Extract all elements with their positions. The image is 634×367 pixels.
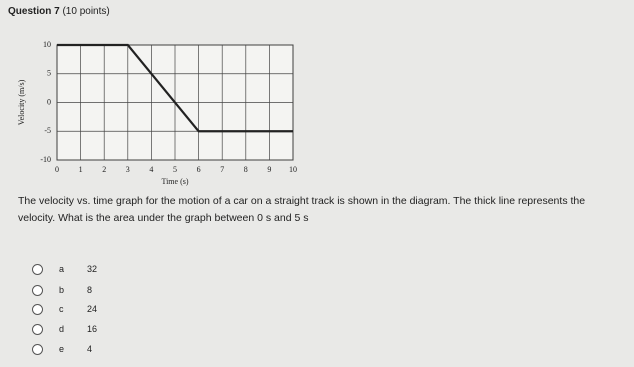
question-title: Question 7 bbox=[8, 6, 60, 17]
question-prompt: The velocity vs. time graph for the moti… bbox=[18, 195, 586, 224]
x-tick-label: 4 bbox=[149, 165, 153, 174]
velocity-line bbox=[57, 43, 293, 133]
x-tick-label: 1 bbox=[79, 165, 83, 174]
option-answer: 24 bbox=[87, 304, 98, 314]
y-tick-label: -10 bbox=[40, 155, 51, 164]
radio-button[interactable] bbox=[32, 323, 43, 335]
x-tick-label: 9 bbox=[267, 165, 271, 174]
radio-button[interactable] bbox=[32, 303, 43, 315]
question-header: Question 7 (10 points) bbox=[8, 6, 110, 17]
radio-button[interactable] bbox=[32, 284, 43, 296]
radio-button[interactable] bbox=[32, 343, 43, 355]
x-tick-label: 6 bbox=[197, 165, 201, 174]
option-letter: d bbox=[59, 324, 65, 334]
y-tick-label: -5 bbox=[44, 126, 51, 135]
option-letter: b bbox=[59, 285, 65, 295]
option-answer: 32 bbox=[87, 264, 98, 274]
question-points: (10 points) bbox=[62, 6, 110, 17]
option[interactable]: d 16 bbox=[32, 322, 97, 336]
x-tick-label: 3 bbox=[126, 165, 130, 174]
x-tick-label: 2 bbox=[102, 165, 106, 174]
radio-button[interactable] bbox=[32, 263, 43, 275]
x-tick-label: 8 bbox=[244, 165, 248, 174]
option-answer: 16 bbox=[87, 324, 98, 334]
option[interactable]: a 32 bbox=[32, 262, 97, 276]
y-tick-label: 5 bbox=[47, 69, 51, 78]
option-letter: e bbox=[59, 344, 65, 354]
option[interactable]: c 24 bbox=[32, 302, 97, 316]
option-letter: a bbox=[59, 264, 65, 274]
option-answer: 8 bbox=[87, 285, 93, 295]
x-axis-label: Time (s) bbox=[161, 177, 188, 186]
x-tick-label: 0 bbox=[55, 165, 59, 174]
option-answer: 4 bbox=[87, 344, 93, 354]
option-letter: c bbox=[59, 304, 64, 314]
y-tick-label: 0 bbox=[47, 97, 51, 106]
chart: -10 -5 0 5 10 0 1 2 3 4 5 6 7 8 9 10 Time (s) Velocity (m… bbox=[17, 40, 297, 186]
x-tick-label: 5 bbox=[173, 165, 177, 174]
x-tick-label: 7 bbox=[220, 165, 224, 174]
x-tick-label: 10 bbox=[289, 165, 297, 174]
y-tick-label: 10 bbox=[43, 40, 51, 49]
y-axis-label: Velocity (m/s) bbox=[17, 79, 26, 125]
